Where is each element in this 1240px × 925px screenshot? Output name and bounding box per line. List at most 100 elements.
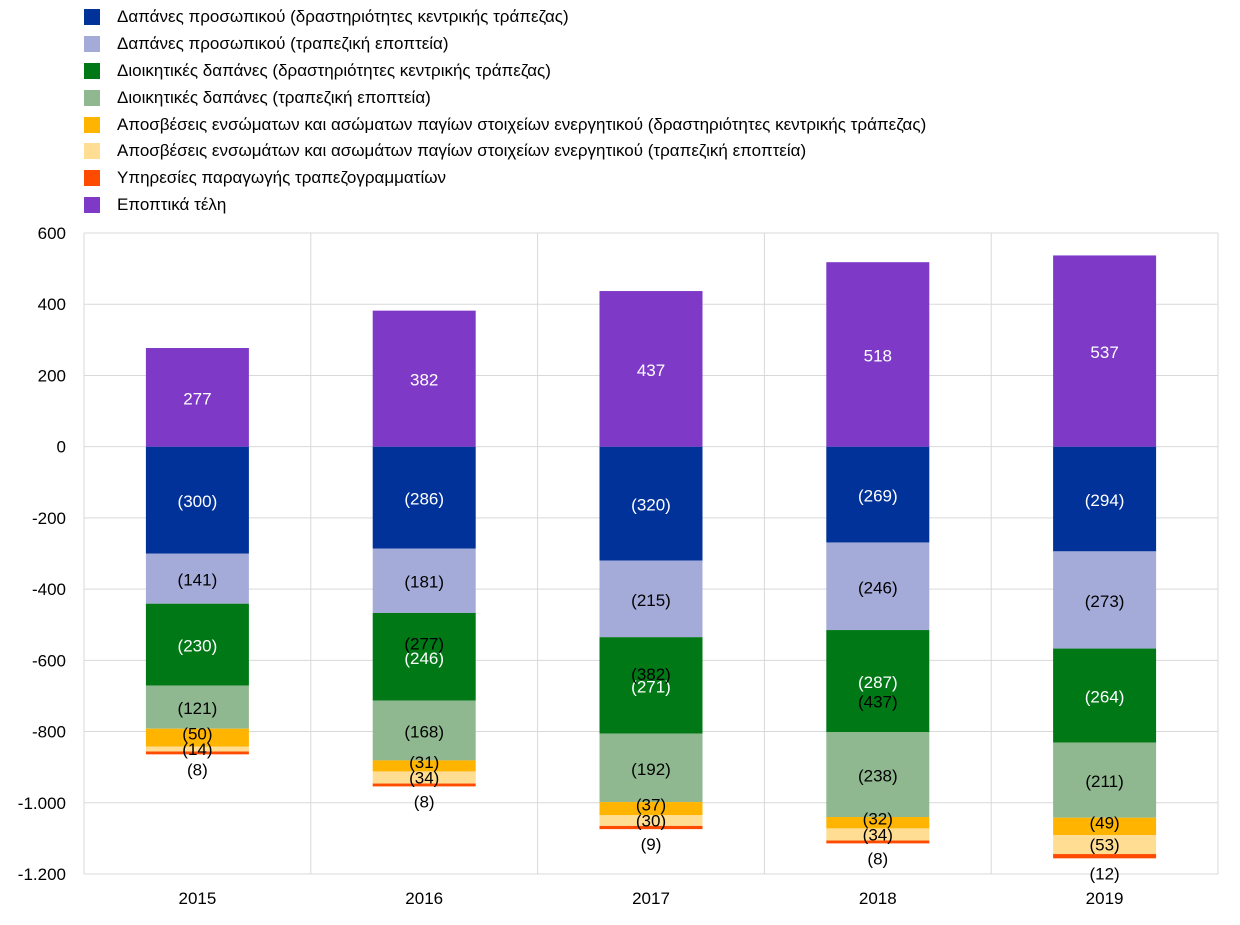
- data-label: (49): [1089, 813, 1119, 832]
- data-label: 437: [637, 361, 665, 380]
- data-label: (34): [409, 768, 439, 787]
- y-tick-label: -1.000: [18, 794, 66, 813]
- bar-segment: [372, 310, 476, 447]
- bar-segment: [372, 760, 476, 772]
- data-label: (8): [187, 760, 208, 779]
- data-label: (34): [863, 825, 893, 844]
- bar-segment: [372, 612, 476, 701]
- data-label: (320): [631, 496, 671, 515]
- legend-swatch: [84, 62, 100, 79]
- y-tick-label: 400: [38, 295, 66, 314]
- bar-segment: [826, 630, 930, 733]
- data-label: (286): [404, 490, 444, 509]
- bar-segment: [599, 825, 703, 830]
- data-label: (273): [1085, 592, 1125, 611]
- bar-segment: [599, 637, 703, 734]
- bar-segment: [145, 348, 249, 447]
- data-label: (8): [867, 849, 888, 868]
- bar-segment: [826, 446, 930, 543]
- data-label: (53): [1089, 836, 1119, 855]
- bar-segment: [372, 700, 476, 761]
- bar-segment: [145, 751, 249, 755]
- data-label: (271): [631, 677, 671, 696]
- bar-segment: [1053, 854, 1157, 859]
- bar-segment: [599, 291, 703, 447]
- bar-segment: [1053, 835, 1157, 855]
- bar-segment: [145, 746, 249, 752]
- legend-item: Διοικητικές δαπάνες (τραπεζική εποπτεία): [84, 84, 926, 111]
- data-label: (246): [404, 649, 444, 668]
- data-label: (238): [858, 767, 898, 786]
- data-label: (264): [1085, 688, 1125, 707]
- x-tick-label: 2015: [178, 889, 216, 908]
- legend-swatch: [84, 116, 100, 133]
- legend-item: Εποπτικά τέλη: [84, 192, 926, 219]
- y-tick-label: -600: [32, 651, 66, 670]
- legend-item: Αποσβέσεις ενσώματων και ασώματων παγίων…: [84, 111, 926, 138]
- y-tick-label: -1.200: [18, 865, 66, 884]
- data-label: (12): [1089, 864, 1119, 883]
- bar-segment: [826, 840, 930, 844]
- data-label: (37): [636, 796, 666, 815]
- legend-swatch: [84, 196, 100, 213]
- data-label: (31): [409, 753, 439, 772]
- y-tick-label: 600: [38, 224, 66, 243]
- legend-item: Υπηρεσίες παραγωγής τραπεζογραμματίων: [84, 165, 926, 192]
- annotation-label: (437): [858, 692, 898, 711]
- legend-swatch: [84, 9, 100, 26]
- data-label: (141): [178, 571, 218, 590]
- data-label: (287): [858, 673, 898, 692]
- x-tick-label: 2016: [405, 889, 443, 908]
- data-label: 537: [1090, 343, 1118, 362]
- bar-segment: [145, 603, 249, 686]
- legend-label: Αποσβέσεις ενσωμάτων και ασωμάτων παγίων…: [117, 141, 807, 161]
- legend-swatch: [84, 143, 100, 160]
- bar-segment: [372, 446, 476, 549]
- data-label: (230): [178, 637, 218, 656]
- data-label: (269): [858, 487, 898, 506]
- y-tick-label: -200: [32, 509, 66, 528]
- bar-segment: [599, 802, 703, 816]
- legend-label: Δαπάνες προσωπικού (δραστηριότητες κεντρ…: [117, 7, 569, 27]
- data-label: (211): [1085, 772, 1123, 791]
- bar-segment: [1053, 551, 1157, 649]
- bar-segment: [826, 828, 930, 841]
- data-label: (9): [641, 835, 662, 854]
- bar-segment: [599, 560, 703, 638]
- data-label: (168): [404, 722, 444, 741]
- data-label: (294): [1085, 491, 1125, 510]
- legend-swatch: [84, 170, 100, 187]
- y-tick-label: -800: [32, 723, 66, 742]
- x-tick-label: 2019: [1086, 889, 1124, 908]
- bar-segment: [145, 728, 249, 747]
- legend-item: Αποσβέσεις ενσωμάτων και ασωμάτων παγίων…: [84, 138, 926, 165]
- bar-segment: [1053, 446, 1157, 552]
- data-label: 382: [410, 371, 438, 390]
- bar-segment: [145, 446, 249, 554]
- legend-label: Αποσβέσεις ενσώματων και ασώματων παγίων…: [117, 114, 927, 134]
- bar-segment: [599, 733, 703, 803]
- legend-swatch: [84, 36, 100, 53]
- x-tick-label: 2017: [632, 889, 670, 908]
- bar-segment: [826, 542, 930, 631]
- data-label: (32): [863, 810, 893, 829]
- annotation-label: (382): [631, 665, 671, 684]
- x-tick-label: 2018: [859, 889, 897, 908]
- data-label: (14): [182, 740, 212, 759]
- bar-segment: [599, 815, 703, 826]
- bar-segment: [826, 817, 930, 829]
- y-tick-label: 0: [57, 438, 66, 457]
- data-label: (30): [636, 812, 666, 831]
- data-label: (246): [858, 578, 898, 597]
- legend-item: Δαπάνες προσωπικού (δραστηριότητες κεντρ…: [84, 4, 926, 31]
- legend-swatch: [84, 89, 100, 106]
- y-tick-label: -400: [32, 580, 66, 599]
- bar-segment: [372, 771, 476, 784]
- legend-item: Δαπάνες προσωπικού (τραπεζική εποπτεία): [84, 31, 926, 58]
- data-label: (192): [631, 760, 671, 779]
- legend-label: Υπηρεσίες παραγωγής τραπεζογραμματίων: [117, 168, 447, 188]
- bar-segment: [145, 553, 249, 604]
- data-label: (8): [414, 792, 435, 811]
- legend-label: Διοικητικές δαπάνες (δραστηριότητες κεντ…: [117, 60, 551, 80]
